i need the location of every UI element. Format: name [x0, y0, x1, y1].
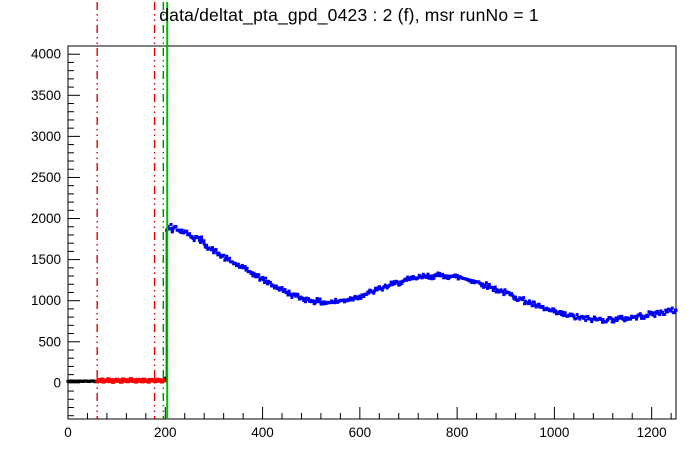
y-tick-label: 4000: [31, 47, 61, 62]
series-decay-histogram-blue: [165, 222, 678, 324]
x-tick-label: 200: [154, 425, 177, 440]
x-tick-label: 400: [251, 425, 274, 440]
x-tick-label: 600: [349, 425, 372, 440]
guide-lines: [96, 2, 169, 419]
x-tick-label: 1200: [637, 425, 667, 440]
y-tick-label: 3500: [31, 88, 61, 103]
x-tick-label: 0: [64, 425, 72, 440]
y-tick-label: 2500: [31, 170, 61, 185]
series-background-window-red: [95, 377, 166, 384]
plot-title: data/deltat_pta_gpd_0423 : 2 (f), msr ru…: [159, 5, 539, 25]
y-tick-label: 3000: [31, 129, 61, 144]
y-tick-label: 1000: [31, 293, 61, 308]
y-tick-label: 2000: [31, 211, 61, 226]
y-tick-label: 0: [53, 375, 61, 390]
y-tick-label: 1500: [31, 252, 61, 267]
y-tick-label: 500: [38, 334, 61, 349]
series-pre-t0-counts-black: [66, 379, 98, 384]
x-tick-label: 800: [446, 425, 469, 440]
axes: 0 500 1000 1500 2000 2500 3000 3500 4000 0 200 400 6…: [31, 45, 677, 440]
x-tick-label: 1000: [539, 425, 569, 440]
